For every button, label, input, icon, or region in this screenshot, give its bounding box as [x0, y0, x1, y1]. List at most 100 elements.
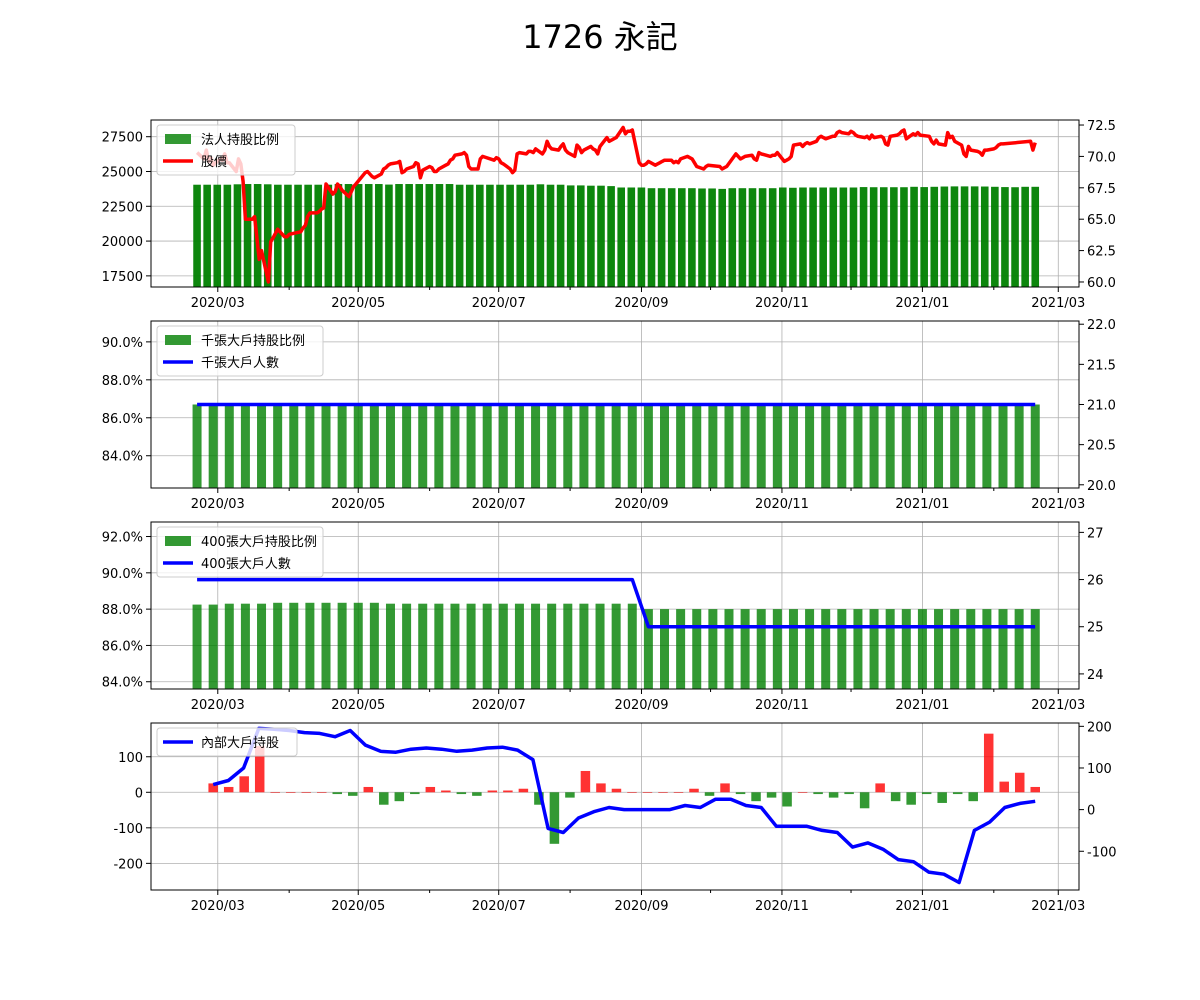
y-right-tick-label: 25 — [1087, 621, 1104, 636]
y-left-tick-label: 20000 — [102, 235, 143, 250]
y-left-tick-label: 17500 — [102, 270, 143, 285]
institutional-ratio-bar — [799, 187, 807, 287]
y-right-tick-label: 21.5 — [1087, 358, 1116, 373]
institutional-ratio-bar — [465, 184, 474, 287]
thousand-lot-ratio-bar — [1030, 404, 1040, 488]
four-hundred-lot-ratio-bar — [224, 603, 234, 689]
x-tick-label: 2021/01 — [895, 698, 949, 713]
x-tick-label: 2020/05 — [331, 899, 385, 914]
institutional-ratio-bar — [476, 184, 484, 287]
four-hundred-lot-ratio-bar — [482, 603, 492, 689]
four-hundred-lot-ratio-bar — [402, 603, 412, 689]
four-hundred-lot-ratio-bar — [917, 609, 927, 689]
institutional-ratio-bar — [950, 186, 959, 287]
y-right-tick-label: 24 — [1087, 668, 1104, 683]
institutional-ratio-bar — [415, 184, 424, 287]
y-right-tick-label: 70.0 — [1087, 150, 1116, 165]
four-hundred-lot-ratio-bar — [563, 603, 573, 689]
legend-swatch-bar — [165, 134, 191, 144]
institutional-ratio-bar — [486, 184, 494, 287]
y-left-tick-label: 86.0% — [102, 639, 143, 654]
thousand-lot-ratio-bar — [289, 404, 299, 488]
insider-change-bar — [735, 792, 746, 795]
x-tick-label: 2020/11 — [755, 296, 809, 311]
four-hundred-lot-ratio-bar — [418, 603, 428, 689]
institutional-ratio-bar — [314, 184, 323, 287]
thousand-lot-ratio-bar — [756, 404, 766, 488]
insider-change-bar — [239, 776, 249, 793]
insider-change-bar — [285, 792, 296, 793]
thousand-lot-ratio-bar — [917, 404, 927, 488]
four-hundred-lot-ratio-bar — [837, 609, 847, 689]
thousand-lot-ratio-bar — [998, 404, 1008, 488]
y-left-tick-label: 25000 — [102, 165, 143, 180]
institutional-ratio-bar — [425, 184, 434, 287]
insider-change-bar — [1014, 772, 1025, 793]
institutional-ratio-bar — [274, 184, 282, 287]
institutional-ratio-bar — [1001, 187, 1009, 287]
thousand-lot-ratio-bar — [498, 404, 508, 488]
insider-change-bar — [503, 790, 513, 793]
thousand-lot-ratio-bar — [418, 404, 428, 488]
institutional-ratio-bar — [758, 188, 767, 287]
insider-change-bar — [875, 783, 885, 793]
thousand-lot-ratio-bar — [547, 404, 557, 488]
insider-change-bar — [487, 790, 498, 793]
thousand-lot-ratio-bar — [772, 404, 782, 488]
institutional-ratio-bar — [617, 187, 626, 287]
insider-change-bar — [472, 792, 482, 796]
x-tick-label: 2020/05 — [331, 497, 385, 512]
thousand-lot-ratio-bar — [885, 404, 895, 488]
x-tick-label: 2020/07 — [472, 899, 526, 914]
panel-four-hundred-lot-holders: 2020/03 2020/05 2020/07 2020/09 2020/11 2021/… — [102, 521, 1104, 713]
insider-change-bar — [611, 788, 622, 793]
insider-change-bar — [704, 792, 715, 796]
insider-change-bar — [751, 792, 761, 802]
institutional-ratio-bar — [203, 184, 211, 287]
thousand-lot-ratio-bar — [934, 404, 944, 488]
thousand-lot-ratio-bar — [385, 404, 395, 488]
institutional-ratio-bar — [597, 185, 605, 287]
institutional-ratio-bar — [819, 187, 827, 287]
thousand-lot-ratio-bar — [660, 404, 670, 488]
institutional-ratio-bar — [667, 188, 676, 287]
y-right-tick-label: 27 — [1087, 526, 1104, 541]
four-hundred-lot-ratio-bar — [273, 602, 283, 689]
institutional-ratio-bar — [243, 184, 252, 287]
x-tick-label: 2020/03 — [191, 497, 245, 512]
thousand-lot-ratio-bar — [192, 404, 202, 488]
x-tick-label: 2021/01 — [895, 296, 949, 311]
four-hundred-lot-ratio-bar — [434, 603, 444, 689]
y-right-tick-label: 20.5 — [1087, 439, 1116, 454]
institutional-ratio-bar — [940, 186, 949, 287]
institutional-ratio-bar — [1011, 187, 1019, 287]
panel-institutional-holdings: 2020/03 2020/05 2020/07 2020/09 2020/11 2021/… — [102, 119, 1116, 311]
insider-change-bar — [332, 792, 343, 795]
insider-change-bar — [270, 792, 280, 793]
insider-change-bar — [828, 792, 839, 798]
institutional-ratio-bar — [375, 184, 383, 287]
y-right-tick-label: 21.0 — [1087, 399, 1116, 414]
four-hundred-lot-ratio-bar — [692, 609, 702, 689]
thousand-lot-ratio-bar — [740, 404, 750, 488]
y-right-tick-label: 26 — [1087, 574, 1104, 589]
institutional-ratio-bar — [698, 188, 706, 287]
thousand-lot-ratio-bar — [595, 404, 605, 488]
x-tick-label: 2020/07 — [472, 698, 526, 713]
insider-change-bar — [689, 788, 699, 793]
y-left-tick-label: 27500 — [102, 131, 143, 146]
four-hundred-lot-ratio-bar — [531, 603, 541, 689]
y-left-tick-label: 92.0% — [102, 531, 143, 546]
insider-change-bar — [859, 792, 870, 809]
four-hundred-lot-ratio-bar — [369, 602, 379, 689]
insider-change-bar — [673, 792, 684, 793]
y-left-tick-label: 100 — [118, 751, 143, 766]
insider-change-bar — [720, 783, 730, 793]
y-right-tick-label: -100 — [1087, 845, 1117, 860]
x-tick-label: 2020/07 — [472, 497, 526, 512]
four-hundred-lot-ratio-bar — [289, 602, 299, 689]
four-hundred-lot-ratio-bar — [772, 609, 782, 689]
thousand-lot-ratio-bar — [402, 404, 412, 488]
thousand-lot-ratio-bar — [788, 404, 798, 488]
institutional-ratio-bar — [910, 186, 918, 287]
